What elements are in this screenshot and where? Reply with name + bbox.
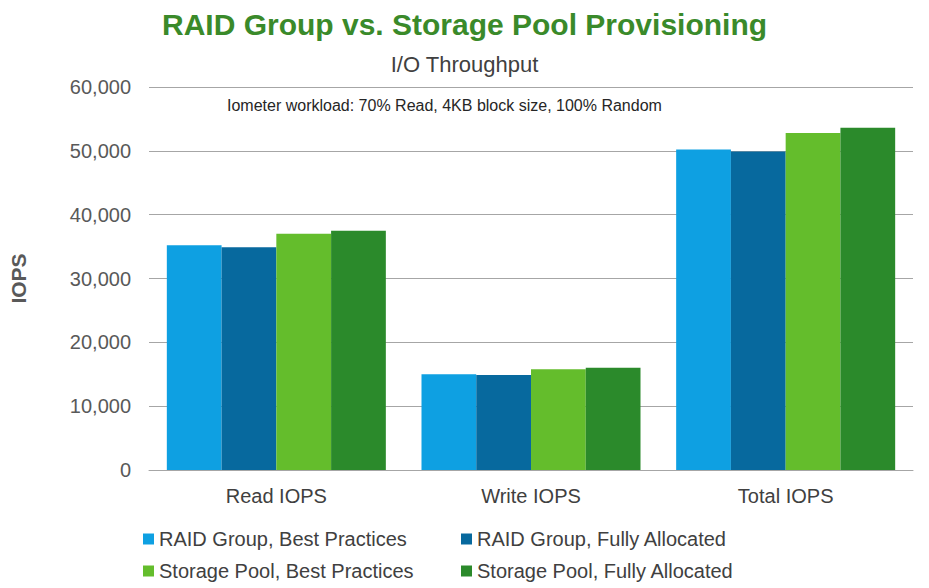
svg-text:10,000: 10,000	[70, 395, 131, 417]
svg-text:0: 0	[120, 459, 131, 481]
svg-text:Iometer workload: 70% Read, 4K: Iometer workload: 70% Read, 4KB block si…	[227, 97, 662, 114]
svg-text:RAID Group, Best Practices: RAID Group, Best Practices	[159, 528, 407, 550]
svg-text:Storage Pool, Best Practices: Storage Pool, Best Practices	[159, 560, 414, 582]
svg-text:Storage Pool, Fully Allocated: Storage Pool, Fully Allocated	[477, 560, 733, 582]
svg-text:Total IOPS: Total IOPS	[738, 485, 834, 507]
svg-text:20,000: 20,000	[70, 331, 131, 353]
svg-text:RAID Group vs. Storage Pool Pr: RAID Group vs. Storage Pool Provisioning	[162, 8, 767, 41]
svg-text:IOPS: IOPS	[7, 253, 30, 303]
svg-text:Write IOPS: Write IOPS	[481, 485, 581, 507]
svg-text:I/O Throughput: I/O Throughput	[391, 52, 539, 77]
svg-text:60,000: 60,000	[70, 76, 131, 98]
svg-text:30,000: 30,000	[70, 268, 131, 290]
svg-text:40,000: 40,000	[70, 204, 131, 226]
svg-text:50,000: 50,000	[70, 140, 131, 162]
svg-text:Read IOPS: Read IOPS	[226, 485, 327, 507]
svg-text:RAID Group, Fully Allocated: RAID Group, Fully Allocated	[477, 528, 726, 550]
